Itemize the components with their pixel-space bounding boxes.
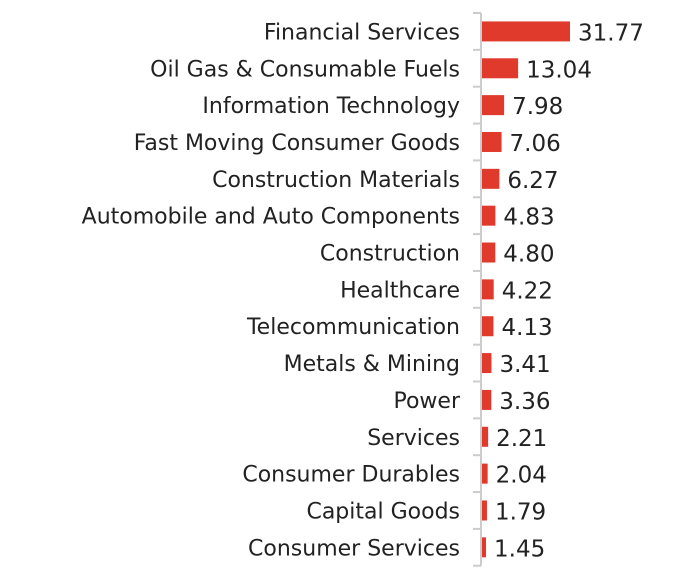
value-label: 2.21	[496, 426, 547, 452]
bar	[482, 426, 489, 447]
bar	[482, 242, 496, 263]
category-label: Financial Services	[264, 20, 460, 45]
bar-row: Fast Moving Consumer Goods 7.06	[134, 131, 561, 157]
value-label: 1.45	[494, 536, 545, 562]
bar	[482, 537, 487, 558]
value-label: 2.04	[496, 463, 547, 489]
value-label: 4.13	[501, 315, 552, 341]
value-label: 4.22	[502, 278, 553, 304]
value-label: 4.83	[503, 205, 554, 231]
category-label: Consumer Services	[248, 536, 460, 561]
bar-rows: Financial Services 31.77 Oil Gas & Consuma…	[82, 20, 644, 562]
category-label: Services	[367, 426, 460, 451]
bar-row: Consumer Services 1.45	[248, 536, 545, 562]
category-label: Metals & Mining	[284, 352, 460, 377]
bar-row: Construction Materials 6.27	[212, 168, 559, 194]
category-label: Consumer Durables	[242, 463, 460, 488]
bar-row: Construction 4.80	[320, 242, 555, 268]
value-label: 7.98	[512, 94, 563, 120]
bar	[482, 95, 505, 116]
bar-row: Capital Goods 1.79	[306, 499, 546, 525]
bar-row: Services 2.21	[367, 426, 547, 452]
value-label: 3.41	[499, 352, 550, 378]
category-label: Automobile and Auto Components	[82, 205, 460, 230]
bar	[482, 58, 519, 79]
value-label: 31.77	[578, 20, 644, 46]
category-label: Oil Gas & Consumable Fuels	[150, 57, 460, 82]
category-label: Capital Goods	[306, 499, 460, 524]
value-label: 3.36	[499, 389, 550, 415]
category-label: Healthcare	[340, 278, 460, 303]
bar	[482, 353, 492, 374]
bar	[482, 389, 492, 410]
category-label: Information Technology	[202, 94, 460, 119]
value-label: 7.06	[510, 131, 561, 157]
category-label: Construction	[320, 242, 460, 267]
bar	[482, 205, 496, 226]
value-label: 13.04	[526, 57, 592, 83]
value-label: 4.80	[503, 242, 554, 268]
bar	[482, 463, 488, 484]
bar	[482, 316, 494, 337]
bar-row: Healthcare 4.22	[340, 278, 553, 304]
y-axis	[473, 12, 482, 567]
category-label: Telecommunication	[246, 315, 460, 340]
category-label: Construction Materials	[212, 168, 460, 193]
bar-row: Oil Gas & Consumable Fuels 13.04	[150, 57, 592, 83]
category-label: Power	[393, 389, 460, 414]
bar	[482, 21, 570, 42]
bar	[482, 131, 502, 152]
bar-row: Telecommunication 4.13	[246, 315, 553, 341]
bar-row: Power 3.36	[393, 389, 550, 415]
bar	[482, 168, 500, 189]
bar-row: Metals & Mining 3.41	[284, 352, 551, 378]
bar-row: Consumer Durables 2.04	[242, 463, 547, 489]
bar	[482, 279, 494, 300]
category-label: Fast Moving Consumer Goods	[134, 131, 460, 156]
bar	[482, 500, 487, 521]
bar-row: Automobile and Auto Components 4.83	[82, 205, 555, 231]
value-label: 1.79	[495, 499, 546, 525]
value-label: 6.27	[507, 168, 558, 194]
bar-row: Financial Services 31.77	[264, 20, 644, 46]
bar-row: Information Technology 7.98	[202, 94, 563, 120]
